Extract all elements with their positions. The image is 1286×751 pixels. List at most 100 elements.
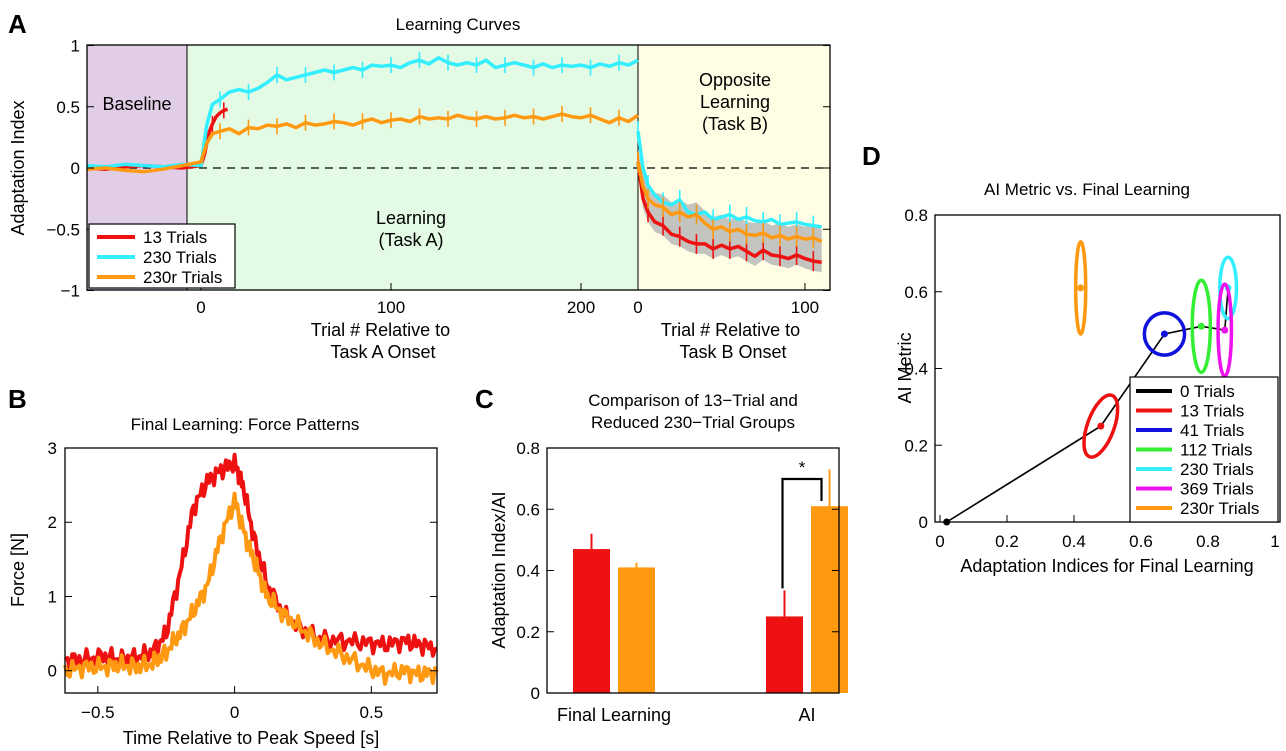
curve-task-a-230-trials (86, 56, 639, 169)
bar-ai-orange (811, 506, 848, 693)
plot-b-xtick-label: 0 (230, 703, 239, 722)
plot-c-ytick-label: 0.8 (516, 439, 540, 458)
plot-a-xlabel-task-b: Trial # Relative to Task B Onset (661, 320, 805, 362)
opposite-label: Opposite (699, 70, 771, 90)
plot-a-ticks: −1 −0.5 0 0.5 1 0 100 200 0 100 (46, 37, 830, 317)
legend-d-label-13-trials: 13 Trials (1180, 402, 1244, 421)
baseline-label: Baseline (102, 94, 171, 114)
force-trace-red (63, 452, 438, 671)
plot-c-category-label: Final Learning (557, 705, 671, 725)
significance-bracket (781, 477, 823, 589)
plot-c-ytick-label: 0 (531, 684, 540, 703)
plot-b-ytick-label: 2 (48, 513, 57, 532)
panel-c: Comparison of 13−Trial and Reduced 230−T… (489, 391, 848, 725)
confidence-ellipse-230r-trials (1073, 240, 1088, 336)
plot-c-ytick-label: 0.6 (516, 500, 540, 519)
bar-final-learning-red (573, 549, 610, 693)
xlabel-b-line1: Trial # Relative to (661, 320, 800, 340)
plot-d-xtick-label: 0.8 (1196, 532, 1220, 551)
plot-d-title: AI Metric vs. Final Learning (984, 180, 1190, 199)
plot-d-xtick-label: 0.4 (1062, 532, 1086, 551)
learning-curve-lines (86, 52, 823, 272)
point-112-trials (1197, 322, 1205, 330)
point-369-trials (1221, 326, 1229, 334)
confidence-ellipse-230-trials (1217, 255, 1239, 321)
point-13-trials (1097, 422, 1105, 430)
plot-d-xtick-label: 1 (1270, 532, 1279, 551)
legend-a: 13 Trials 230 Trials 230r Trials (88, 223, 236, 289)
plot-a-ytick-label: 1 (71, 37, 80, 56)
plot-d-xtick-label: 0.2 (995, 532, 1019, 551)
confidence-ellipse-369-trials (1216, 282, 1234, 378)
plot-a-ytick-label: 0 (71, 159, 80, 178)
legend-a-label-13: 13 Trials (143, 228, 207, 247)
task-b-shaded-band (638, 149, 822, 273)
ai-metric-scatter (943, 240, 1239, 526)
legend-d-label-230r-trials: 230r Trials (1180, 499, 1259, 518)
panel-d: AI Metric vs. Final Learning 00.20.40.60… (895, 180, 1281, 576)
plot-a-xlabel-task-a: Trial # Relative to Task A Onset (311, 320, 455, 362)
panel-label-a: A (8, 9, 27, 39)
opposite-task-label: (Task B) (702, 114, 768, 134)
plot-c-ylabel: Adaptation Index/AI (489, 491, 509, 648)
bar-final-learning-orange (618, 567, 655, 693)
plot-d-ticks: 0 0.2 0.4 0.6 0.8 0 0.2 0.4 0.6 0.8 1 (904, 206, 1279, 551)
plot-b-ytick-label: 1 (48, 587, 57, 606)
plot-a-xtick-label: 200 (567, 298, 595, 317)
comparison-bars: Final Learning AI * (557, 458, 848, 725)
panel-label-c: C (475, 384, 494, 414)
plot-d-xlabel: Adaptation Indices for Final Learning (960, 556, 1253, 576)
curve-task-a-230r-trials (86, 112, 639, 174)
plot-b-xlabel: Time Relative to Peak Speed [s] (123, 728, 379, 748)
force-pattern-lines (63, 452, 439, 686)
legend-d-label-369-trials: 369 Trials (1180, 480, 1254, 499)
plot-a-ytick-label: −1 (61, 282, 80, 301)
legend-a-label-230r: 230r Trials (143, 268, 222, 287)
panel-a: −1 −0.5 0 0.5 1 0 100 200 0 100 Learning Curves B… (8, 15, 831, 362)
confidence-ellipse-112-trials (1190, 278, 1213, 375)
plot-d-ytick-label: 0.2 (904, 436, 928, 455)
curve-task-b-230-trials (636, 131, 822, 229)
significance-marker: * (799, 458, 806, 477)
xlabel-a-line1: Trial # Relative to (311, 320, 450, 340)
plot-b-ytick-label: 0 (48, 662, 57, 681)
plot-b-xtick-label: −0.5 (81, 703, 115, 722)
plot-a-xtick-b-label: 100 (791, 298, 819, 317)
xlabel-a-line2: Task A Onset (330, 342, 435, 362)
plot-c-ticks: 0 0.2 0.4 0.6 0.8 (516, 439, 839, 703)
legend-d-label-0-trials: 0 Trials (1180, 382, 1235, 401)
plot-b-ticks: 0 1 2 3 −0.5 0 0.5 (48, 439, 437, 722)
plot-a-ylabel: Adaptation Index (8, 100, 28, 235)
plot-d-ytick-label: 0 (919, 513, 928, 532)
plot-c-ytick-label: 0.4 (516, 562, 540, 581)
plot-b-title: Final Learning: Force Patterns (131, 415, 360, 434)
plot-a-xtick-label: 0 (196, 298, 205, 317)
plot-a-ytick-label: −0.5 (46, 220, 80, 239)
panel-label-b: B (8, 384, 27, 414)
plot-a-title: Learning Curves (396, 15, 521, 34)
plot-c-category-label: AI (798, 705, 815, 725)
plot-b-xtick-label: 0.5 (360, 703, 384, 722)
legend-d-label-230-trials: 230 Trials (1180, 460, 1254, 479)
plot-d-ytick-label: 0.4 (904, 360, 928, 379)
legend-d-label-41-trials: 41 Trials (1180, 421, 1244, 440)
plot-a-ytick-label: 0.5 (56, 98, 80, 117)
legend-d-label-112-trials: 112 Trials (1180, 441, 1252, 460)
plot-c-title-line2: Reduced 230−Trial Groups (591, 413, 795, 432)
point-230r-trials (1077, 284, 1085, 292)
panel-label-d: D (862, 141, 881, 171)
learning-label: Learning (376, 208, 446, 228)
task-b-error-band (638, 149, 822, 273)
opposite-sublabel: Learning (700, 92, 770, 112)
plot-d-ytick-label: 0.8 (904, 206, 928, 225)
plot-c-title-line1: Comparison of 13−Trial and (588, 391, 798, 410)
plot-b-frame (64, 447, 438, 694)
confidence-ellipse-13-trials (1082, 393, 1120, 459)
learning-sublabel: (Task A) (378, 230, 443, 250)
bar-ai-red (766, 616, 803, 693)
plot-d-ylabel: AI Metric (895, 332, 915, 403)
plot-b-ytick-label: 3 (48, 439, 57, 458)
plot-c-ytick-label: 0.2 (516, 623, 540, 642)
plot-d-xtick-label: 0 (935, 532, 944, 551)
